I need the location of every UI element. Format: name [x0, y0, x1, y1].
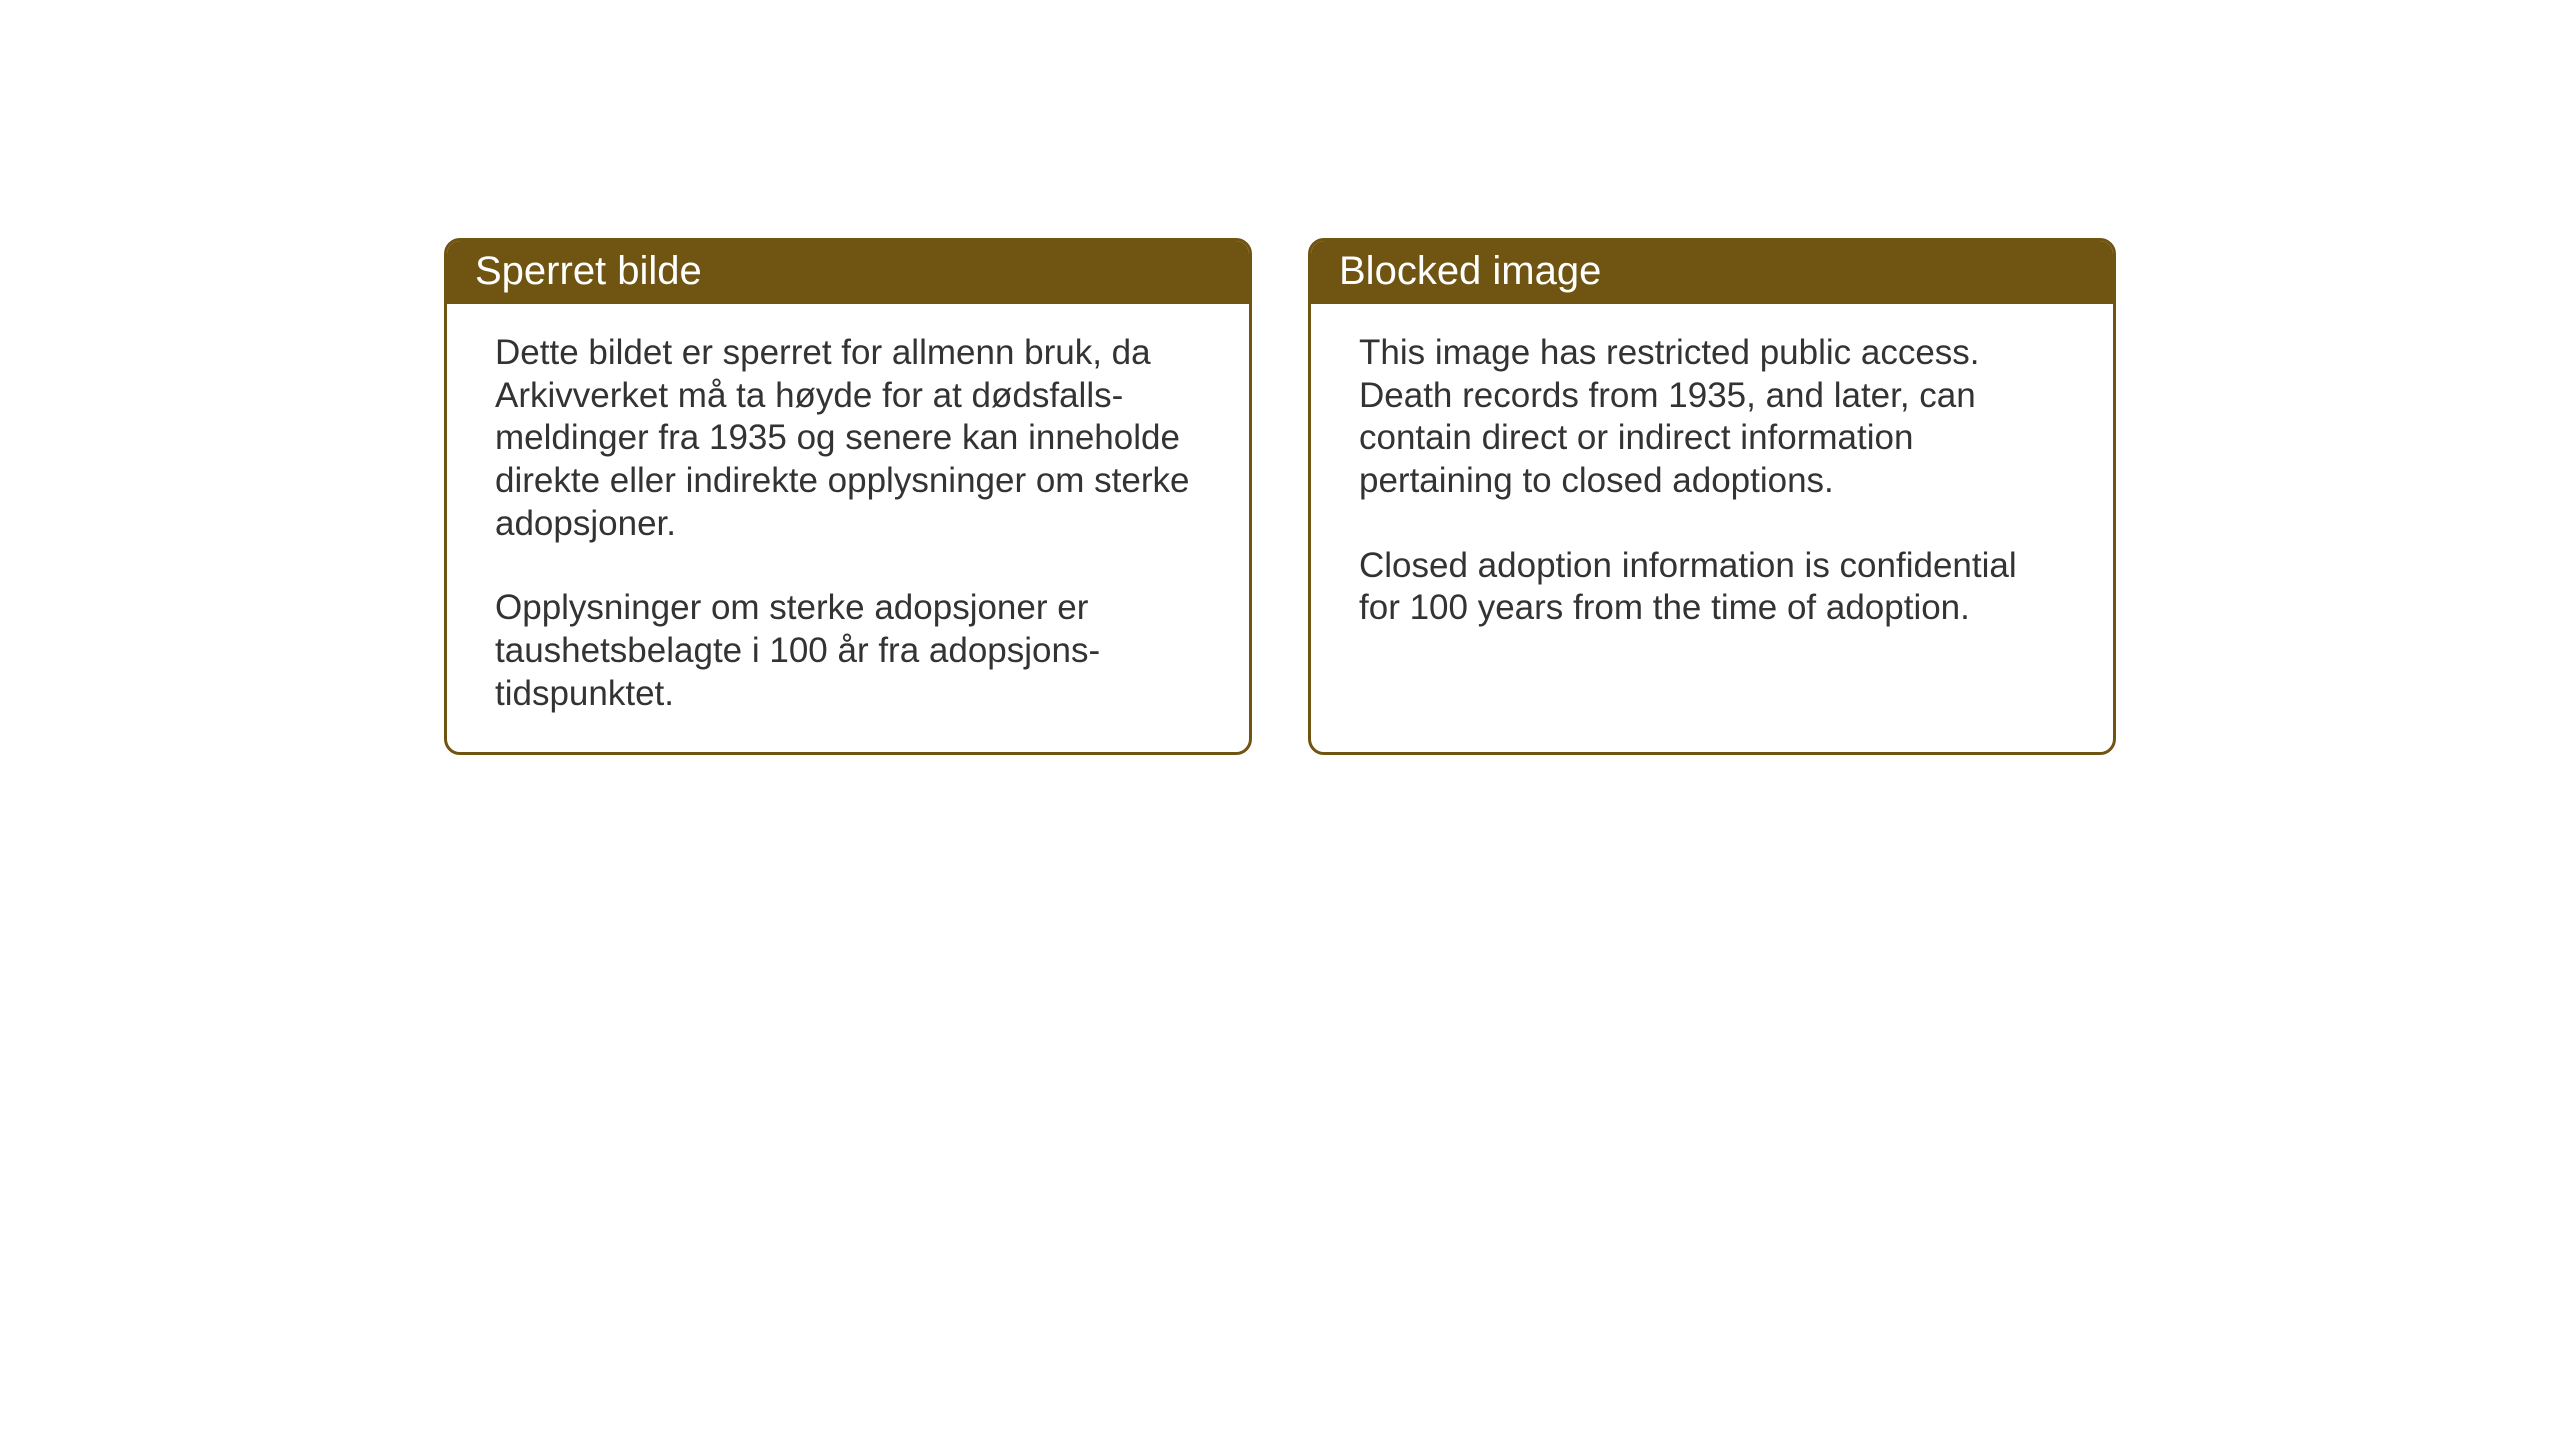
- notice-container: Sperret bilde Dette bildet er sperret fo…: [444, 238, 2116, 755]
- notice-title-norwegian: Sperret bilde: [475, 249, 702, 293]
- notice-header-norwegian: Sperret bilde: [447, 241, 1249, 304]
- notice-header-english: Blocked image: [1311, 241, 2113, 304]
- notice-body-norwegian: Dette bildet er sperret for allmenn bruk…: [447, 304, 1249, 752]
- notice-paragraph-2-english: Closed adoption information is confident…: [1359, 545, 2065, 630]
- notice-paragraph-1-english: This image has restricted public access.…: [1359, 332, 2065, 503]
- notice-title-english: Blocked image: [1339, 249, 1601, 293]
- notice-paragraph-1-norwegian: Dette bildet er sperret for allmenn bruk…: [495, 332, 1201, 545]
- notice-body-english: This image has restricted public access.…: [1311, 304, 2113, 666]
- notice-paragraph-2-norwegian: Opplysninger om sterke adopsjoner er tau…: [495, 587, 1201, 715]
- notice-card-english: Blocked image This image has restricted …: [1308, 238, 2116, 755]
- notice-card-norwegian: Sperret bilde Dette bildet er sperret fo…: [444, 238, 1252, 755]
